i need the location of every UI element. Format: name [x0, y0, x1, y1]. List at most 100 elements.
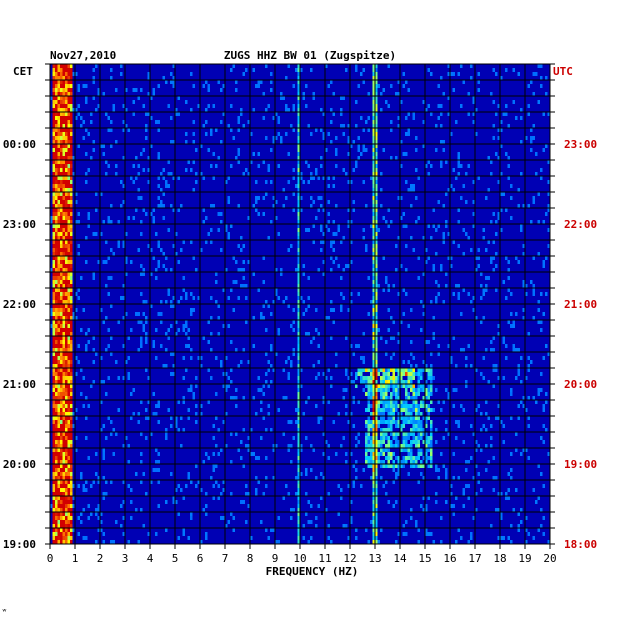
- heatmap-cell: [62, 496, 65, 500]
- heatmap-cell: [297, 216, 300, 220]
- heatmap-cell: [217, 428, 220, 432]
- heatmap-cell: [67, 176, 70, 180]
- heatmap-cell: [375, 368, 378, 372]
- heatmap-cell: [70, 320, 73, 324]
- heatmap-cell: [175, 112, 178, 116]
- heatmap-cell: [335, 204, 338, 208]
- heatmap-cell: [417, 448, 420, 452]
- heatmap-cell: [370, 380, 373, 384]
- heatmap-cell: [277, 120, 280, 124]
- heatmap-cell: [212, 452, 215, 456]
- heatmap-cell: [212, 464, 215, 468]
- heatmap-cell: [77, 88, 80, 92]
- heatmap-cell: [472, 112, 475, 116]
- heatmap-cell: [500, 208, 503, 212]
- heatmap-cell: [187, 328, 190, 332]
- heatmap-cell: [417, 404, 420, 408]
- heatmap-cell: [245, 284, 248, 288]
- heatmap-cell: [372, 388, 375, 392]
- heatmap-cell: [62, 292, 65, 296]
- heatmap-cell: [400, 164, 403, 168]
- heatmap-cell: [65, 112, 68, 116]
- heatmap-cell: [537, 64, 540, 68]
- heatmap-cell: [370, 368, 373, 372]
- heatmap-cell: [110, 68, 113, 72]
- heatmap-cell: [372, 240, 375, 244]
- heatmap-cell: [60, 64, 63, 68]
- heatmap-cell: [62, 520, 65, 524]
- heatmap-cell: [517, 528, 520, 532]
- heatmap-cell: [400, 408, 403, 412]
- heatmap-cell: [405, 460, 408, 464]
- heatmap-cell: [305, 400, 308, 404]
- heatmap-cell: [320, 128, 323, 132]
- heatmap-cell: [70, 396, 73, 400]
- heatmap-cell: [62, 120, 65, 124]
- heatmap-cell: [70, 352, 73, 356]
- heatmap-cell: [385, 280, 388, 284]
- heatmap-cell: [520, 172, 523, 176]
- heatmap-cell: [485, 468, 488, 472]
- heatmap-cell: [490, 92, 493, 96]
- heatmap-cell: [67, 376, 70, 380]
- heatmap-cell: [367, 116, 370, 120]
- heatmap-cell: [367, 424, 370, 428]
- heatmap-cell: [60, 200, 63, 204]
- heatmap-cell: [372, 344, 375, 348]
- heatmap-cell: [160, 344, 163, 348]
- heatmap-cell: [297, 124, 300, 128]
- heatmap-cell: [137, 164, 140, 168]
- heatmap-cell: [52, 260, 55, 264]
- heatmap-cell: [275, 112, 278, 116]
- heatmap-cell: [85, 344, 88, 348]
- heatmap-cell: [62, 100, 65, 104]
- heatmap-cell: [360, 368, 363, 372]
- heatmap-cell: [145, 416, 148, 420]
- heatmap-cell: [407, 432, 410, 436]
- heatmap-cell: [407, 456, 410, 460]
- heatmap-cell: [285, 296, 288, 300]
- heatmap-cell: [457, 420, 460, 424]
- heatmap-cell: [372, 520, 375, 524]
- heatmap-cell: [55, 512, 58, 516]
- heatmap-cell: [67, 396, 70, 400]
- heatmap-cell: [452, 512, 455, 516]
- heatmap-cell: [395, 376, 398, 380]
- heatmap-cell: [375, 500, 378, 504]
- heatmap-cell: [417, 444, 420, 448]
- heatmap-cell: [435, 492, 438, 496]
- heatmap-cell: [357, 292, 360, 296]
- heatmap-cell: [375, 128, 378, 132]
- heatmap-cell: [62, 128, 65, 132]
- heatmap-cell: [500, 120, 503, 124]
- heatmap-cell: [77, 344, 80, 348]
- heatmap-cell: [55, 120, 58, 124]
- heatmap-cell: [465, 384, 468, 388]
- heatmap-cell: [297, 136, 300, 140]
- heatmap-cell: [55, 396, 58, 400]
- heatmap-cell: [310, 68, 313, 72]
- heatmap-cell: [65, 376, 68, 380]
- heatmap-cell: [67, 124, 70, 128]
- heatmap-cell: [102, 424, 105, 428]
- heatmap-cell: [475, 316, 478, 320]
- heatmap-cell: [57, 220, 60, 224]
- heatmap-cell: [60, 400, 63, 404]
- heatmap-cell: [215, 392, 218, 396]
- heatmap-cell: [65, 520, 68, 524]
- heatmap-cell: [375, 404, 378, 408]
- heatmap-cell: [400, 380, 403, 384]
- heatmap-cell: [510, 216, 513, 220]
- heatmap-cell: [297, 132, 300, 136]
- x-tick-label: 8: [247, 552, 254, 565]
- heatmap-cell: [95, 64, 98, 68]
- heatmap-cell: [390, 412, 393, 416]
- heatmap-cell: [375, 384, 378, 388]
- heatmap-cell: [375, 204, 378, 208]
- heatmap-cell: [442, 204, 445, 208]
- heatmap-cell: [405, 80, 408, 84]
- heatmap-cell: [222, 372, 225, 376]
- heatmap-cell: [372, 296, 375, 300]
- heatmap-cell: [57, 196, 60, 200]
- heatmap-cell: [372, 472, 375, 476]
